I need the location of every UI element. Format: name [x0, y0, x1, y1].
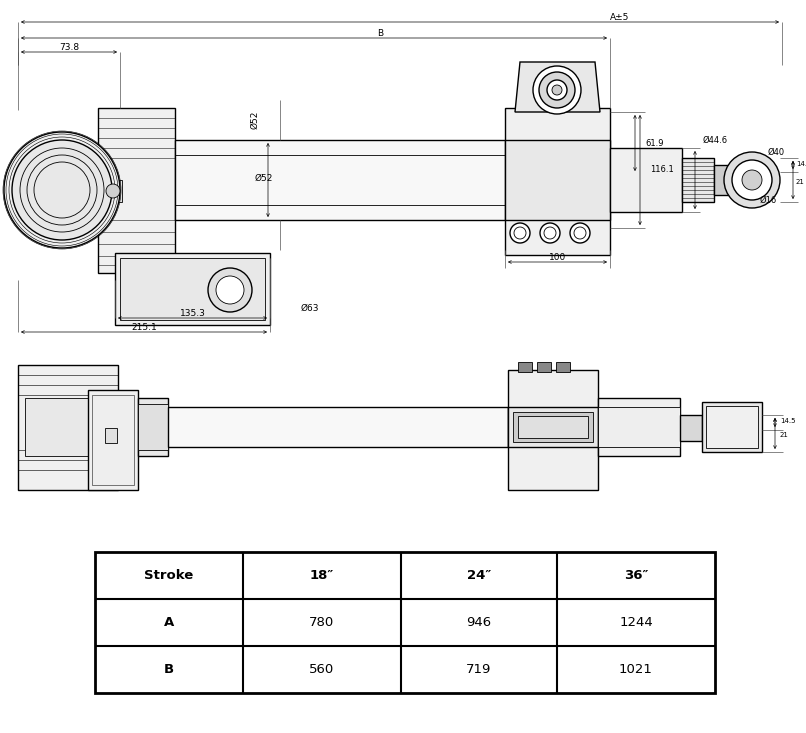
Circle shape: [732, 160, 772, 200]
Bar: [95, 552, 715, 693]
Bar: [513, 412, 593, 442]
Text: Ø40: Ø40: [768, 147, 785, 157]
Text: Ø63: Ø63: [301, 303, 319, 312]
Circle shape: [742, 170, 762, 190]
Bar: [508, 370, 598, 490]
Bar: [714, 165, 732, 195]
Text: 1244: 1244: [619, 616, 653, 629]
Text: 14.5: 14.5: [796, 161, 806, 167]
Text: A±5: A±5: [610, 13, 629, 23]
Text: 21: 21: [796, 179, 805, 185]
Polygon shape: [515, 62, 600, 112]
Bar: [556, 362, 570, 372]
Text: 1021: 1021: [619, 663, 653, 676]
Text: 36″: 36″: [624, 569, 648, 582]
Text: 719: 719: [467, 663, 492, 676]
Text: 560: 560: [310, 663, 334, 676]
Circle shape: [533, 66, 581, 114]
Text: 100: 100: [549, 254, 566, 262]
Text: Stroke: Stroke: [144, 569, 193, 582]
Circle shape: [106, 184, 120, 198]
Bar: [92, 395, 134, 485]
Text: 21: 21: [780, 432, 789, 438]
Text: 73.8: 73.8: [59, 43, 79, 53]
Text: 61.9: 61.9: [645, 139, 663, 147]
Bar: [610, 148, 682, 212]
Text: B: B: [164, 663, 174, 676]
Bar: [598, 407, 680, 447]
Circle shape: [12, 140, 112, 240]
Text: 24″: 24″: [467, 569, 491, 582]
Bar: [706, 406, 758, 448]
Bar: [25, 398, 115, 456]
Bar: [120, 258, 265, 320]
Bar: [537, 362, 551, 372]
Circle shape: [724, 152, 780, 208]
Circle shape: [216, 276, 244, 304]
Text: Ø16: Ø16: [760, 196, 777, 205]
Text: 18″: 18″: [310, 569, 334, 582]
Text: 946: 946: [467, 616, 492, 629]
Circle shape: [552, 85, 562, 95]
Bar: [682, 158, 714, 202]
Circle shape: [4, 132, 120, 248]
Text: Ø52: Ø52: [255, 174, 273, 183]
Circle shape: [570, 223, 590, 243]
Bar: [680, 415, 702, 441]
Circle shape: [510, 223, 530, 243]
Bar: [598, 398, 680, 456]
Bar: [168, 407, 508, 447]
Bar: [505, 108, 610, 255]
Text: 116.1: 116.1: [650, 166, 674, 174]
Bar: [115, 253, 270, 325]
Bar: [505, 140, 610, 220]
Bar: [88, 390, 138, 490]
Text: 780: 780: [310, 616, 334, 629]
Text: A: A: [164, 616, 174, 629]
Bar: [138, 398, 168, 456]
Bar: [508, 407, 598, 447]
Text: Ø44.6: Ø44.6: [703, 136, 728, 144]
Bar: [518, 416, 588, 438]
Text: B: B: [377, 29, 383, 39]
Circle shape: [208, 268, 252, 312]
Bar: [138, 404, 168, 450]
Text: 215.1: 215.1: [131, 323, 157, 333]
Circle shape: [547, 80, 567, 100]
Text: 135.3: 135.3: [180, 309, 206, 319]
Bar: [175, 140, 540, 220]
Text: 14.5: 14.5: [780, 418, 796, 424]
Bar: [702, 402, 762, 452]
Bar: [18, 365, 118, 490]
Bar: [98, 108, 175, 273]
Text: Ø52: Ø52: [251, 111, 260, 129]
Bar: [104, 180, 122, 202]
Circle shape: [539, 72, 575, 108]
Circle shape: [540, 223, 560, 243]
Bar: [105, 428, 117, 443]
Bar: [518, 362, 532, 372]
